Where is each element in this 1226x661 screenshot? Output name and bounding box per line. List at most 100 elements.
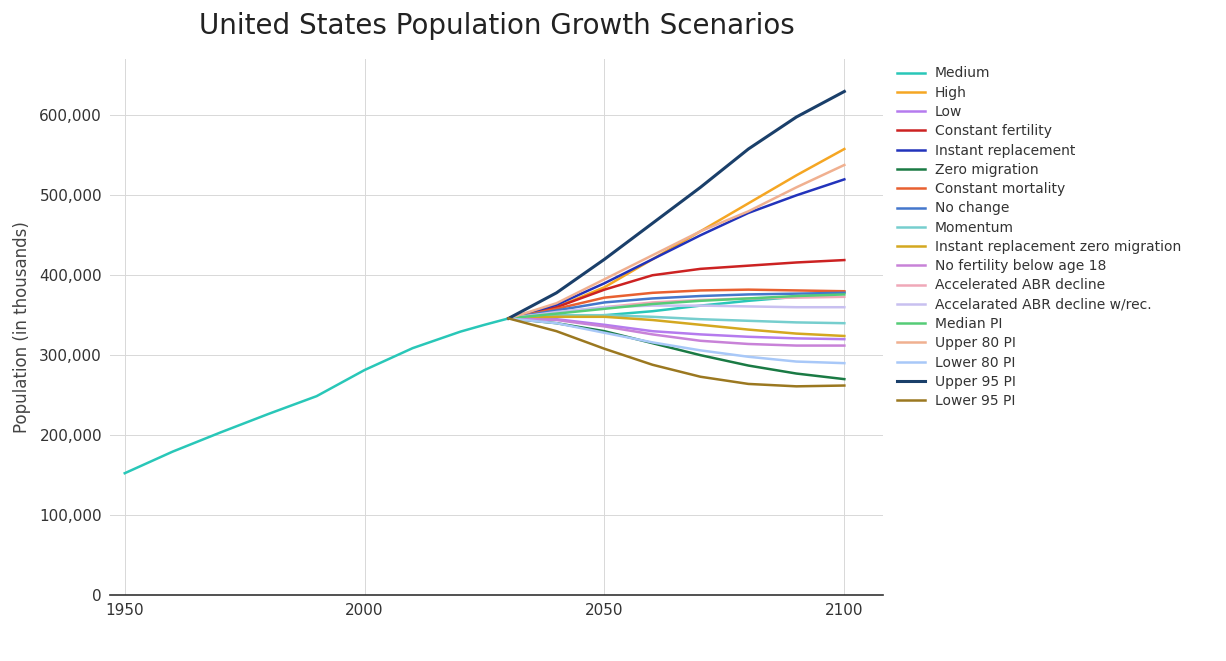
High [741,200,755,208]
Medium [597,311,612,319]
No fertility below age 18 [597,323,612,330]
Upper 95 PI [790,113,804,121]
Title: United States Population Growth Scenarios: United States Population Growth Scenario… [199,13,794,40]
Legend: Medium, High, Low, Constant fertility, Instant replacement, Zero migration, Cons: Medium, High, Low, Constant fertility, I… [897,67,1181,408]
Instant replacement [597,280,612,288]
Line: High: High [509,149,845,319]
Constant mortality [790,286,804,294]
No change [501,315,516,323]
Line: Upper 80 PI: Upper 80 PI [509,165,845,319]
High [597,284,612,292]
Upper 80 PI [501,315,516,323]
Upper 80 PI [693,227,707,235]
Constant fertility [741,262,755,270]
Line: Constant fertility: Constant fertility [509,260,845,319]
Line: Accelerated ABR decline: Accelerated ABR decline [509,297,845,319]
Line: Instant replacement: Instant replacement [509,179,845,319]
Constant fertility [790,258,804,266]
Momentum [645,313,660,321]
Medium [549,312,564,320]
Upper 95 PI [549,289,564,297]
Constant fertility [549,303,564,311]
Lower 95 PI [693,373,707,381]
Lower 95 PI [645,361,660,369]
Momentum [597,311,612,319]
Momentum [790,319,804,327]
Low [837,335,852,343]
Lower 80 PI [597,329,612,336]
No fertility below age 18 [837,342,852,350]
Upper 95 PI [693,183,707,191]
Upper 95 PI [597,255,612,263]
No change [741,290,755,298]
Median PI [597,305,612,313]
Zero migration [741,362,755,369]
High [549,303,564,311]
Accelerated ABR decline [741,294,755,302]
No fertility below age 18 [645,330,660,338]
Instant replacement [790,192,804,200]
No change [645,294,660,302]
Zero migration [501,315,516,323]
Upper 95 PI [501,315,516,323]
Line: No change: No change [509,293,845,319]
Median PI [693,297,707,305]
Lower 95 PI [549,327,564,335]
Momentum [741,317,755,325]
Instant replacement [645,255,660,263]
Lower 95 PI [790,382,804,390]
Low [790,334,804,342]
Low [549,315,564,323]
Constant fertility [501,315,516,323]
Median PI [549,309,564,317]
Low [741,333,755,341]
Line: Accelarated ABR decline w/rec.: Accelarated ABR decline w/rec. [509,305,845,319]
Accelarated ABR decline w/rec. [549,308,564,316]
Line: Instant replacement zero migration: Instant replacement zero migration [509,317,845,336]
Upper 80 PI [790,183,804,191]
Momentum [693,315,707,323]
Instant replacement zero migration [790,330,804,338]
High [790,171,804,179]
Line: Median PI: Median PI [509,294,845,319]
No fertility below age 18 [549,316,564,324]
Constant mortality [501,315,516,323]
No change [837,289,852,297]
No change [790,290,804,297]
Accelerated ABR decline [549,309,564,317]
Zero migration [693,351,707,359]
Instant replacement [837,175,852,183]
Accelarated ABR decline w/rec. [693,301,707,309]
Accelerated ABR decline [597,303,612,311]
Instant replacement zero migration [741,326,755,334]
Momentum [501,315,516,323]
Medium [741,297,755,305]
Lower 95 PI [741,380,755,388]
Momentum [837,319,852,327]
Medium [790,293,804,301]
No fertility below age 18 [790,342,804,350]
Upper 80 PI [549,299,564,307]
Line: Lower 95 PI: Lower 95 PI [509,319,845,386]
Median PI [837,290,852,298]
Lower 80 PI [549,319,564,327]
Constant mortality [645,289,660,297]
Constant mortality [597,293,612,301]
Line: Medium: Medium [509,292,845,319]
Accelarated ABR decline w/rec. [501,315,516,323]
Median PI [645,300,660,308]
Constant mortality [693,286,707,294]
Accelarated ABR decline w/rec. [597,303,612,311]
Low [597,321,612,329]
High [645,255,660,263]
Accelerated ABR decline [501,315,516,323]
Instant replacement zero migration [693,321,707,329]
Low [501,315,516,323]
Accelerated ABR decline [645,299,660,307]
Medium [501,315,516,323]
No change [549,307,564,315]
Line: Lower 80 PI: Lower 80 PI [509,319,845,363]
Medium [693,301,707,309]
Zero migration [645,339,660,347]
Instant replacement zero migration [549,313,564,321]
